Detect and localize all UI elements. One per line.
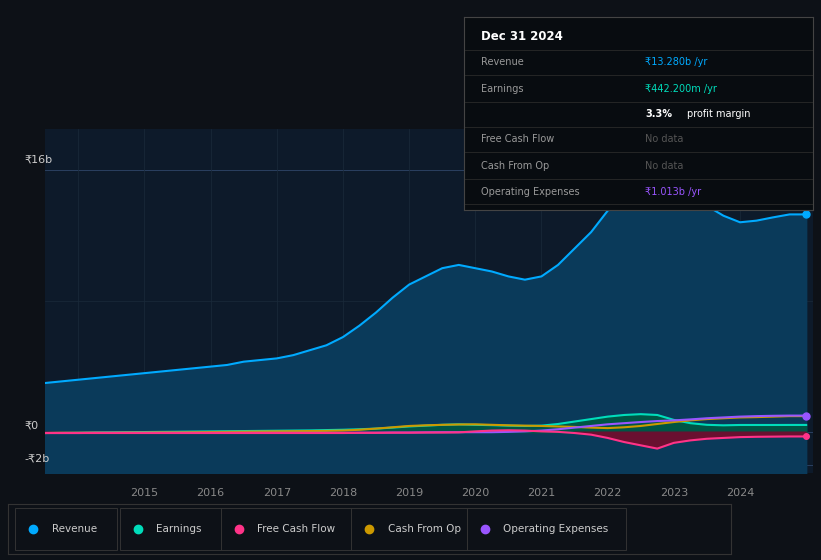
Text: 2018: 2018 (329, 488, 357, 498)
Text: Cash From Op: Cash From Op (481, 161, 549, 171)
Text: Free Cash Flow: Free Cash Flow (481, 134, 554, 144)
Text: Dec 31 2024: Dec 31 2024 (481, 30, 563, 43)
Text: Operating Expenses: Operating Expenses (503, 524, 608, 534)
Text: ₹442.200m /yr: ₹442.200m /yr (645, 84, 718, 94)
Text: 2024: 2024 (726, 488, 754, 498)
Text: 2017: 2017 (263, 488, 291, 498)
Text: 2015: 2015 (131, 488, 158, 498)
Text: Operating Expenses: Operating Expenses (481, 186, 580, 197)
Text: 2022: 2022 (594, 488, 621, 498)
Text: Revenue: Revenue (481, 57, 524, 67)
Text: 2021: 2021 (527, 488, 556, 498)
Text: 2019: 2019 (395, 488, 424, 498)
Text: 2023: 2023 (660, 488, 688, 498)
Text: Revenue: Revenue (52, 524, 97, 534)
Text: -₹2b: -₹2b (25, 454, 50, 463)
Text: ₹1.013b /yr: ₹1.013b /yr (645, 186, 701, 197)
Text: Cash From Op: Cash From Op (388, 524, 461, 534)
Text: Free Cash Flow: Free Cash Flow (258, 524, 336, 534)
Text: No data: No data (645, 134, 684, 144)
Text: ₹16b: ₹16b (25, 154, 53, 164)
Text: profit margin: profit margin (687, 109, 750, 119)
Text: No data: No data (645, 161, 684, 171)
Text: ₹0: ₹0 (25, 421, 39, 431)
Text: 2016: 2016 (196, 488, 225, 498)
Text: Earnings: Earnings (156, 524, 202, 534)
Text: ₹13.280b /yr: ₹13.280b /yr (645, 57, 708, 67)
Text: 3.3%: 3.3% (645, 109, 672, 119)
Text: Earnings: Earnings (481, 84, 524, 94)
Text: 2020: 2020 (461, 488, 489, 498)
